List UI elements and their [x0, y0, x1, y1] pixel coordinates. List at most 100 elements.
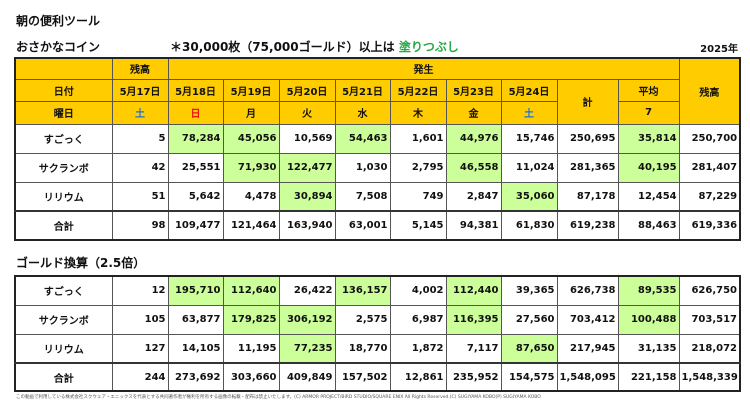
value-cell: 77,235 — [278, 333, 336, 364]
value-cell: 46,558 — [445, 152, 502, 183]
value-cell: 626,750 — [678, 275, 741, 306]
value-cell: 18,770 — [334, 333, 391, 364]
value-cell: 7,117 — [445, 333, 502, 364]
value-cell: 61,830 — [500, 210, 558, 241]
weekday-header: 土 — [500, 100, 558, 125]
value-cell: 306,192 — [278, 304, 336, 335]
row-label: リリウム — [14, 181, 113, 212]
average-days: 7 — [617, 100, 680, 125]
row-label: すごっく — [14, 275, 113, 306]
date-header: 5月20日 — [278, 78, 336, 102]
row-label: サクランボ — [14, 304, 113, 335]
date-header: 5月18日 — [167, 78, 224, 102]
value-cell: 4,478 — [222, 181, 280, 212]
table-row: すごっく 12 195,710 112,640 26,422 136,157 4,002 11… — [14, 275, 741, 306]
date-header: 5月19日 — [222, 78, 280, 102]
value-cell: 44,976 — [445, 123, 502, 154]
value-cell: 5,145 — [389, 210, 447, 241]
value-cell: 35,814 — [617, 123, 680, 154]
row-label: すごっく — [14, 123, 113, 154]
value-cell: 154,575 — [500, 362, 558, 392]
average-header: 平均 — [617, 78, 680, 102]
table-row: 合計 244 273,692 303,660 409,849 157,502 12,861 2… — [14, 362, 741, 392]
value-cell: 11,024 — [500, 152, 558, 183]
table-row: すごっく 5 78,284 45,056 10,569 54,463 1,601 44,976… — [14, 123, 741, 154]
date-label: 日付 — [14, 78, 113, 102]
value-cell: 87,229 — [678, 181, 741, 212]
value-cell: 122,477 — [278, 152, 336, 183]
weekday-header: 金 — [445, 100, 502, 125]
value-cell: 14,105 — [167, 333, 224, 364]
table-row: サクランボ 105 63,877 179,825 306,192 2,575 6,987 11… — [14, 304, 741, 335]
value-cell: 409,849 — [278, 362, 336, 392]
value-cell: 163,940 — [278, 210, 336, 241]
value-cell: 105 — [111, 304, 169, 335]
coin-section-title: おさかなコイン — [16, 40, 101, 54]
corner-cell — [14, 57, 113, 80]
value-cell: 87,650 — [500, 333, 558, 364]
value-cell: 157,502 — [334, 362, 391, 392]
page-title: 朝の便利ツール — [16, 14, 101, 28]
value-cell: 63,001 — [334, 210, 391, 241]
balance-header: 残高 — [111, 57, 169, 80]
value-cell: 1,601 — [389, 123, 447, 154]
gold-table: すごっく 12 195,710 112,640 26,422 136,157 4,002 11… — [14, 275, 741, 392]
value-cell: 27,560 — [500, 304, 558, 335]
value-cell: 5 — [111, 123, 169, 154]
value-cell: 51 — [111, 181, 169, 212]
value-cell: 703,517 — [678, 304, 741, 335]
copyright-footer: この動画で利用している株式会社スクウェア・エニックスを代表とする共同著作者が権利… — [16, 395, 541, 400]
weekday-header: 月 — [222, 100, 280, 125]
value-cell: 54,463 — [334, 123, 391, 154]
coin-table: 残高 発生 残高 日付 5月17日 5月18日 5月19日 5月20日 5月21日 5月2… — [14, 57, 742, 241]
value-cell: 11,195 — [222, 333, 280, 364]
value-cell: 100,488 — [617, 304, 680, 335]
value-cell: 2,847 — [445, 181, 502, 212]
table-row: リリウム 127 14,105 11,195 77,235 18,770 1,872 7,11… — [14, 333, 741, 364]
value-cell: 626,738 — [556, 275, 619, 306]
value-cell: 250,695 — [556, 123, 619, 154]
value-cell: 88,463 — [617, 210, 680, 241]
table-row: リリウム 51 5,642 4,478 30,894 7,508 749 2,847 35,06… — [14, 181, 741, 212]
weekday-header: 木 — [389, 100, 447, 125]
threshold-note: ＊30,000枚（75,000ゴールド）以上は 塗りつぶし — [170, 38, 459, 55]
value-cell: 116,395 — [445, 304, 502, 335]
year-label: 2025年 — [700, 44, 738, 55]
value-cell: 63,877 — [167, 304, 224, 335]
value-cell: 195,710 — [167, 275, 224, 306]
value-cell: 703,412 — [556, 304, 619, 335]
value-cell: 35,060 — [500, 181, 558, 212]
row-label: 合計 — [14, 362, 113, 392]
value-cell: 112,440 — [445, 275, 502, 306]
value-cell: 218,072 — [678, 333, 741, 364]
value-cell: 6,987 — [389, 304, 447, 335]
value-cell: 12,454 — [617, 181, 680, 212]
value-cell: 42 — [111, 152, 169, 183]
date-header: 5月21日 — [334, 78, 391, 102]
note-text: ＊30,000枚（75,000ゴールド）以上は — [170, 40, 395, 54]
value-cell: 12 — [111, 275, 169, 306]
value-cell: 136,157 — [334, 275, 391, 306]
value-cell: 15,746 — [500, 123, 558, 154]
value-cell: 1,872 — [389, 333, 447, 364]
value-cell: 250,700 — [678, 123, 741, 154]
table-row: サクランボ 42 25,551 71,930 122,477 1,030 2,795 46,5… — [14, 152, 741, 183]
value-cell: 244 — [111, 362, 169, 392]
row-label: リリウム — [14, 333, 113, 364]
gold-section-title: ゴールド換算（2.5倍） — [16, 256, 146, 270]
value-cell: 45,056 — [222, 123, 280, 154]
value-cell: 303,660 — [222, 362, 280, 392]
value-cell: 235,952 — [445, 362, 502, 392]
date-header: 5月23日 — [445, 78, 502, 102]
value-cell: 87,178 — [556, 181, 619, 212]
value-cell: 5,642 — [167, 181, 224, 212]
value-cell: 30,894 — [278, 181, 336, 212]
value-cell: 281,407 — [678, 152, 741, 183]
value-cell: 2,575 — [334, 304, 391, 335]
value-cell: 78,284 — [167, 123, 224, 154]
value-cell: 94,381 — [445, 210, 502, 241]
occurrence-header: 発生 — [167, 57, 680, 80]
value-cell: 71,930 — [222, 152, 280, 183]
balance-end-header: 残高 — [678, 57, 741, 125]
weekday-header: 火 — [278, 100, 336, 125]
